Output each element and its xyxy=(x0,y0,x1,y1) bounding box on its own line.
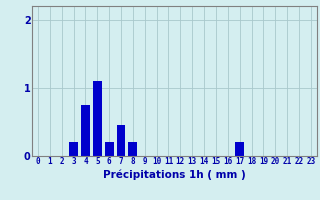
Bar xyxy=(81,105,90,156)
Bar xyxy=(235,142,244,156)
Bar xyxy=(105,142,114,156)
Bar xyxy=(128,142,137,156)
Bar xyxy=(69,142,78,156)
Bar xyxy=(93,81,102,156)
Bar xyxy=(116,125,125,156)
X-axis label: Précipitations 1h ( mm ): Précipitations 1h ( mm ) xyxy=(103,169,246,180)
